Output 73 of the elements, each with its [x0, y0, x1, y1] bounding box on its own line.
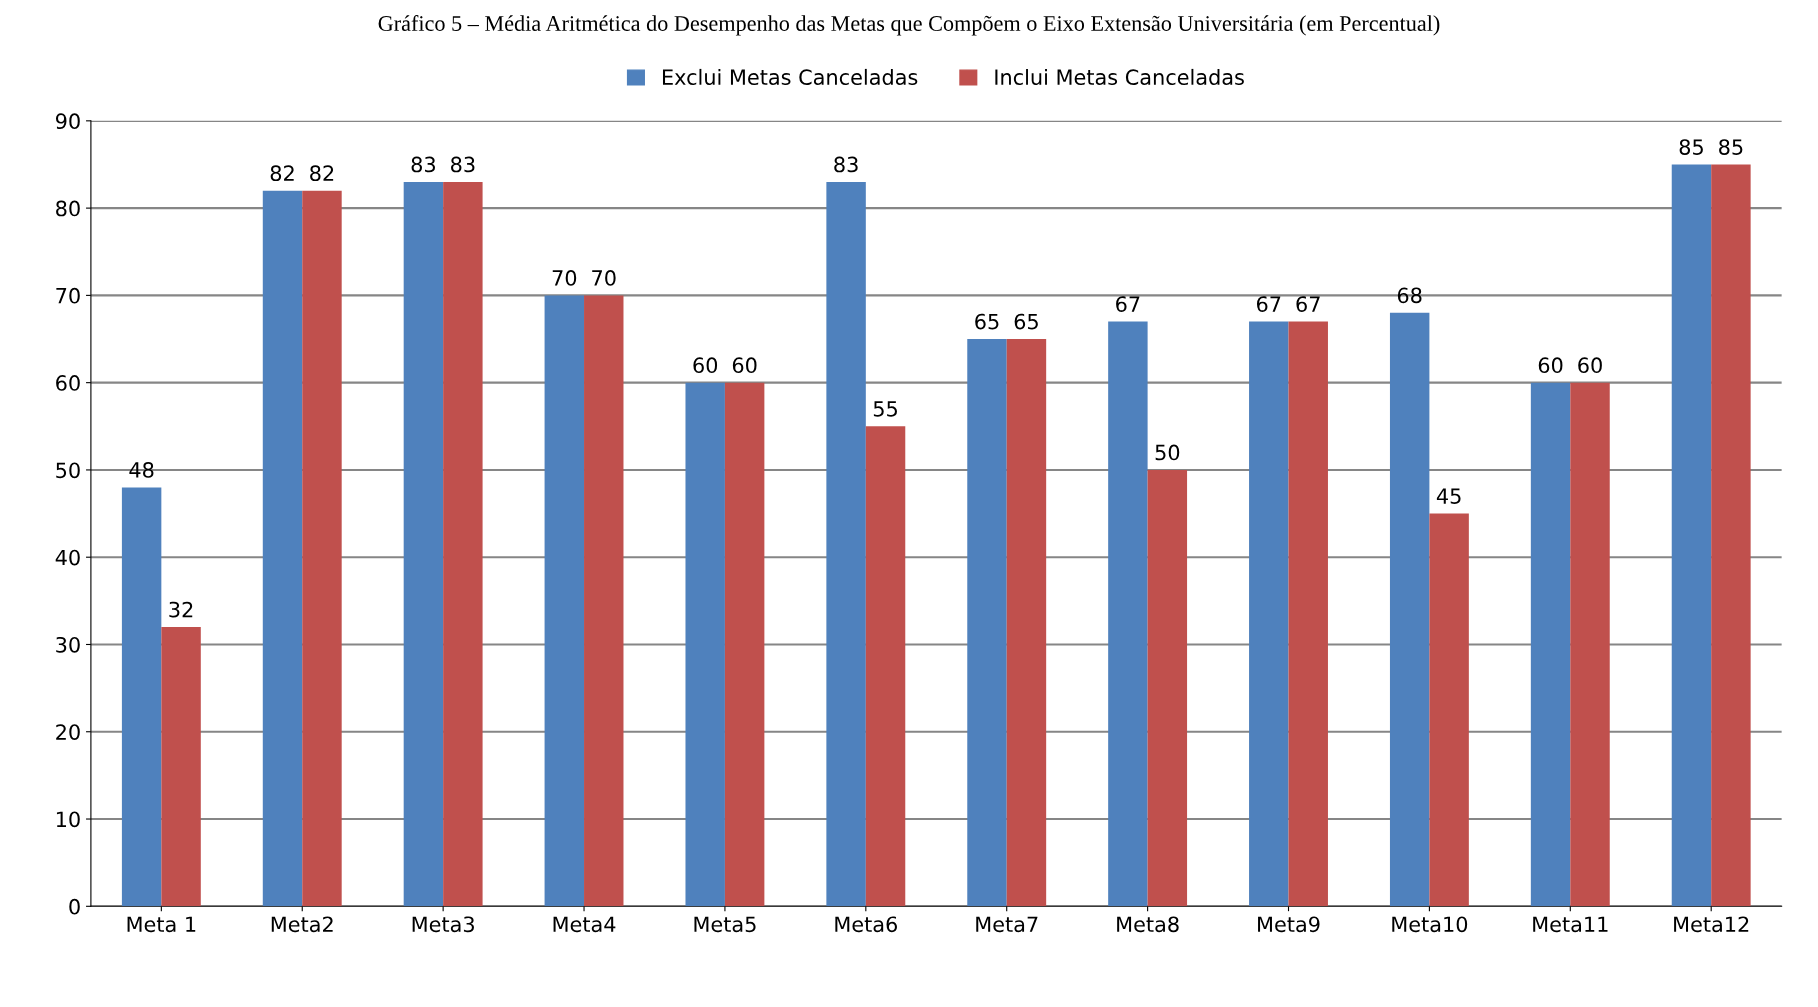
- bar: [865, 426, 906, 907]
- bar: [1147, 469, 1188, 907]
- bar: [1530, 382, 1571, 907]
- x-tick-label: Meta6: [835, 916, 897, 933]
- data-label: 60: [732, 357, 757, 374]
- x-tick-label: Meta7: [976, 916, 1038, 933]
- legend-label: Exclui Metas Canceladas: [662, 68, 918, 86]
- data-label: 50: [1155, 444, 1180, 461]
- data-label: 65: [1014, 313, 1038, 330]
- bar: [403, 181, 444, 907]
- y-tick-label: 20: [56, 724, 80, 740]
- bar: [1108, 321, 1148, 907]
- bar: [826, 181, 866, 907]
- bar: [1429, 513, 1469, 907]
- bar: [724, 382, 765, 907]
- data-label: 60: [1538, 357, 1563, 374]
- x-tick-label: Meta4: [553, 916, 616, 933]
- data-label: 83: [834, 156, 858, 173]
- x-tick-label: Meta5: [694, 916, 756, 933]
- data-label: 45: [1436, 488, 1461, 504]
- bar: [1389, 312, 1430, 907]
- bar: [1711, 164, 1751, 907]
- data-label: 83: [451, 156, 475, 173]
- data-label: 68: [1397, 287, 1422, 304]
- data-label: 60: [693, 357, 718, 374]
- data-label: 48: [129, 462, 154, 478]
- x-tick-label: Meta9: [1258, 916, 1320, 933]
- data-label: 32: [169, 601, 193, 618]
- data-label: 85: [1719, 139, 1743, 155]
- bar: [1570, 382, 1610, 907]
- y-tick-label: 60: [56, 375, 80, 391]
- data-label: 82: [270, 165, 294, 182]
- bar: [1288, 321, 1328, 907]
- bar: [685, 382, 725, 907]
- bar: [967, 339, 1007, 907]
- bar: [584, 295, 624, 907]
- data-label: 67: [1116, 296, 1140, 312]
- x-tick-label: Meta3: [412, 916, 474, 933]
- bar: [262, 190, 303, 907]
- bar: [1671, 164, 1712, 907]
- y-tick-label: 0: [69, 898, 80, 915]
- y-tick-label: 30: [56, 636, 80, 653]
- y-tick-label: 90: [55, 113, 80, 130]
- data-label: 67: [1296, 296, 1320, 312]
- y-tick-label: 40: [55, 549, 80, 566]
- x-tick-label: Meta11: [1533, 916, 1608, 933]
- x-tick-label: Meta2: [271, 916, 333, 933]
- y-tick-label: 80: [56, 200, 80, 217]
- bar: [1006, 339, 1047, 907]
- data-label: 83: [411, 156, 435, 173]
- data-label: 65: [975, 313, 999, 330]
- data-label: 82: [310, 165, 334, 182]
- legend-label: Inclui Metas Canceladas: [995, 68, 1244, 86]
- bar: [443, 181, 483, 907]
- x-tick-label: Meta12: [1674, 916, 1749, 933]
- chart-title: Gráfico 5 – Média Aritmética do Desempenho das Metas que Compõem o Eixo Extensão Universitária (em Percentual): [378, 15, 1440, 36]
- bar: [121, 487, 162, 907]
- x-tick-label: Meta8: [1117, 916, 1179, 933]
- data-label: 60: [1578, 357, 1602, 374]
- bar: [1249, 321, 1289, 907]
- bar: [302, 190, 342, 907]
- x-tick-label: Meta10: [1392, 916, 1468, 933]
- data-label: 55: [873, 401, 897, 417]
- y-tick-label: 50: [56, 462, 80, 479]
- y-tick-label: 10: [56, 811, 80, 828]
- data-label: 70: [592, 270, 616, 286]
- bar: [544, 295, 585, 907]
- y-tick-label: 70: [56, 287, 80, 304]
- x-tick-label: Meta 1: [127, 916, 196, 933]
- data-label: 67: [1256, 296, 1281, 312]
- data-label: 70: [552, 270, 577, 286]
- data-label: 85: [1679, 139, 1703, 155]
- bar: [161, 627, 201, 907]
